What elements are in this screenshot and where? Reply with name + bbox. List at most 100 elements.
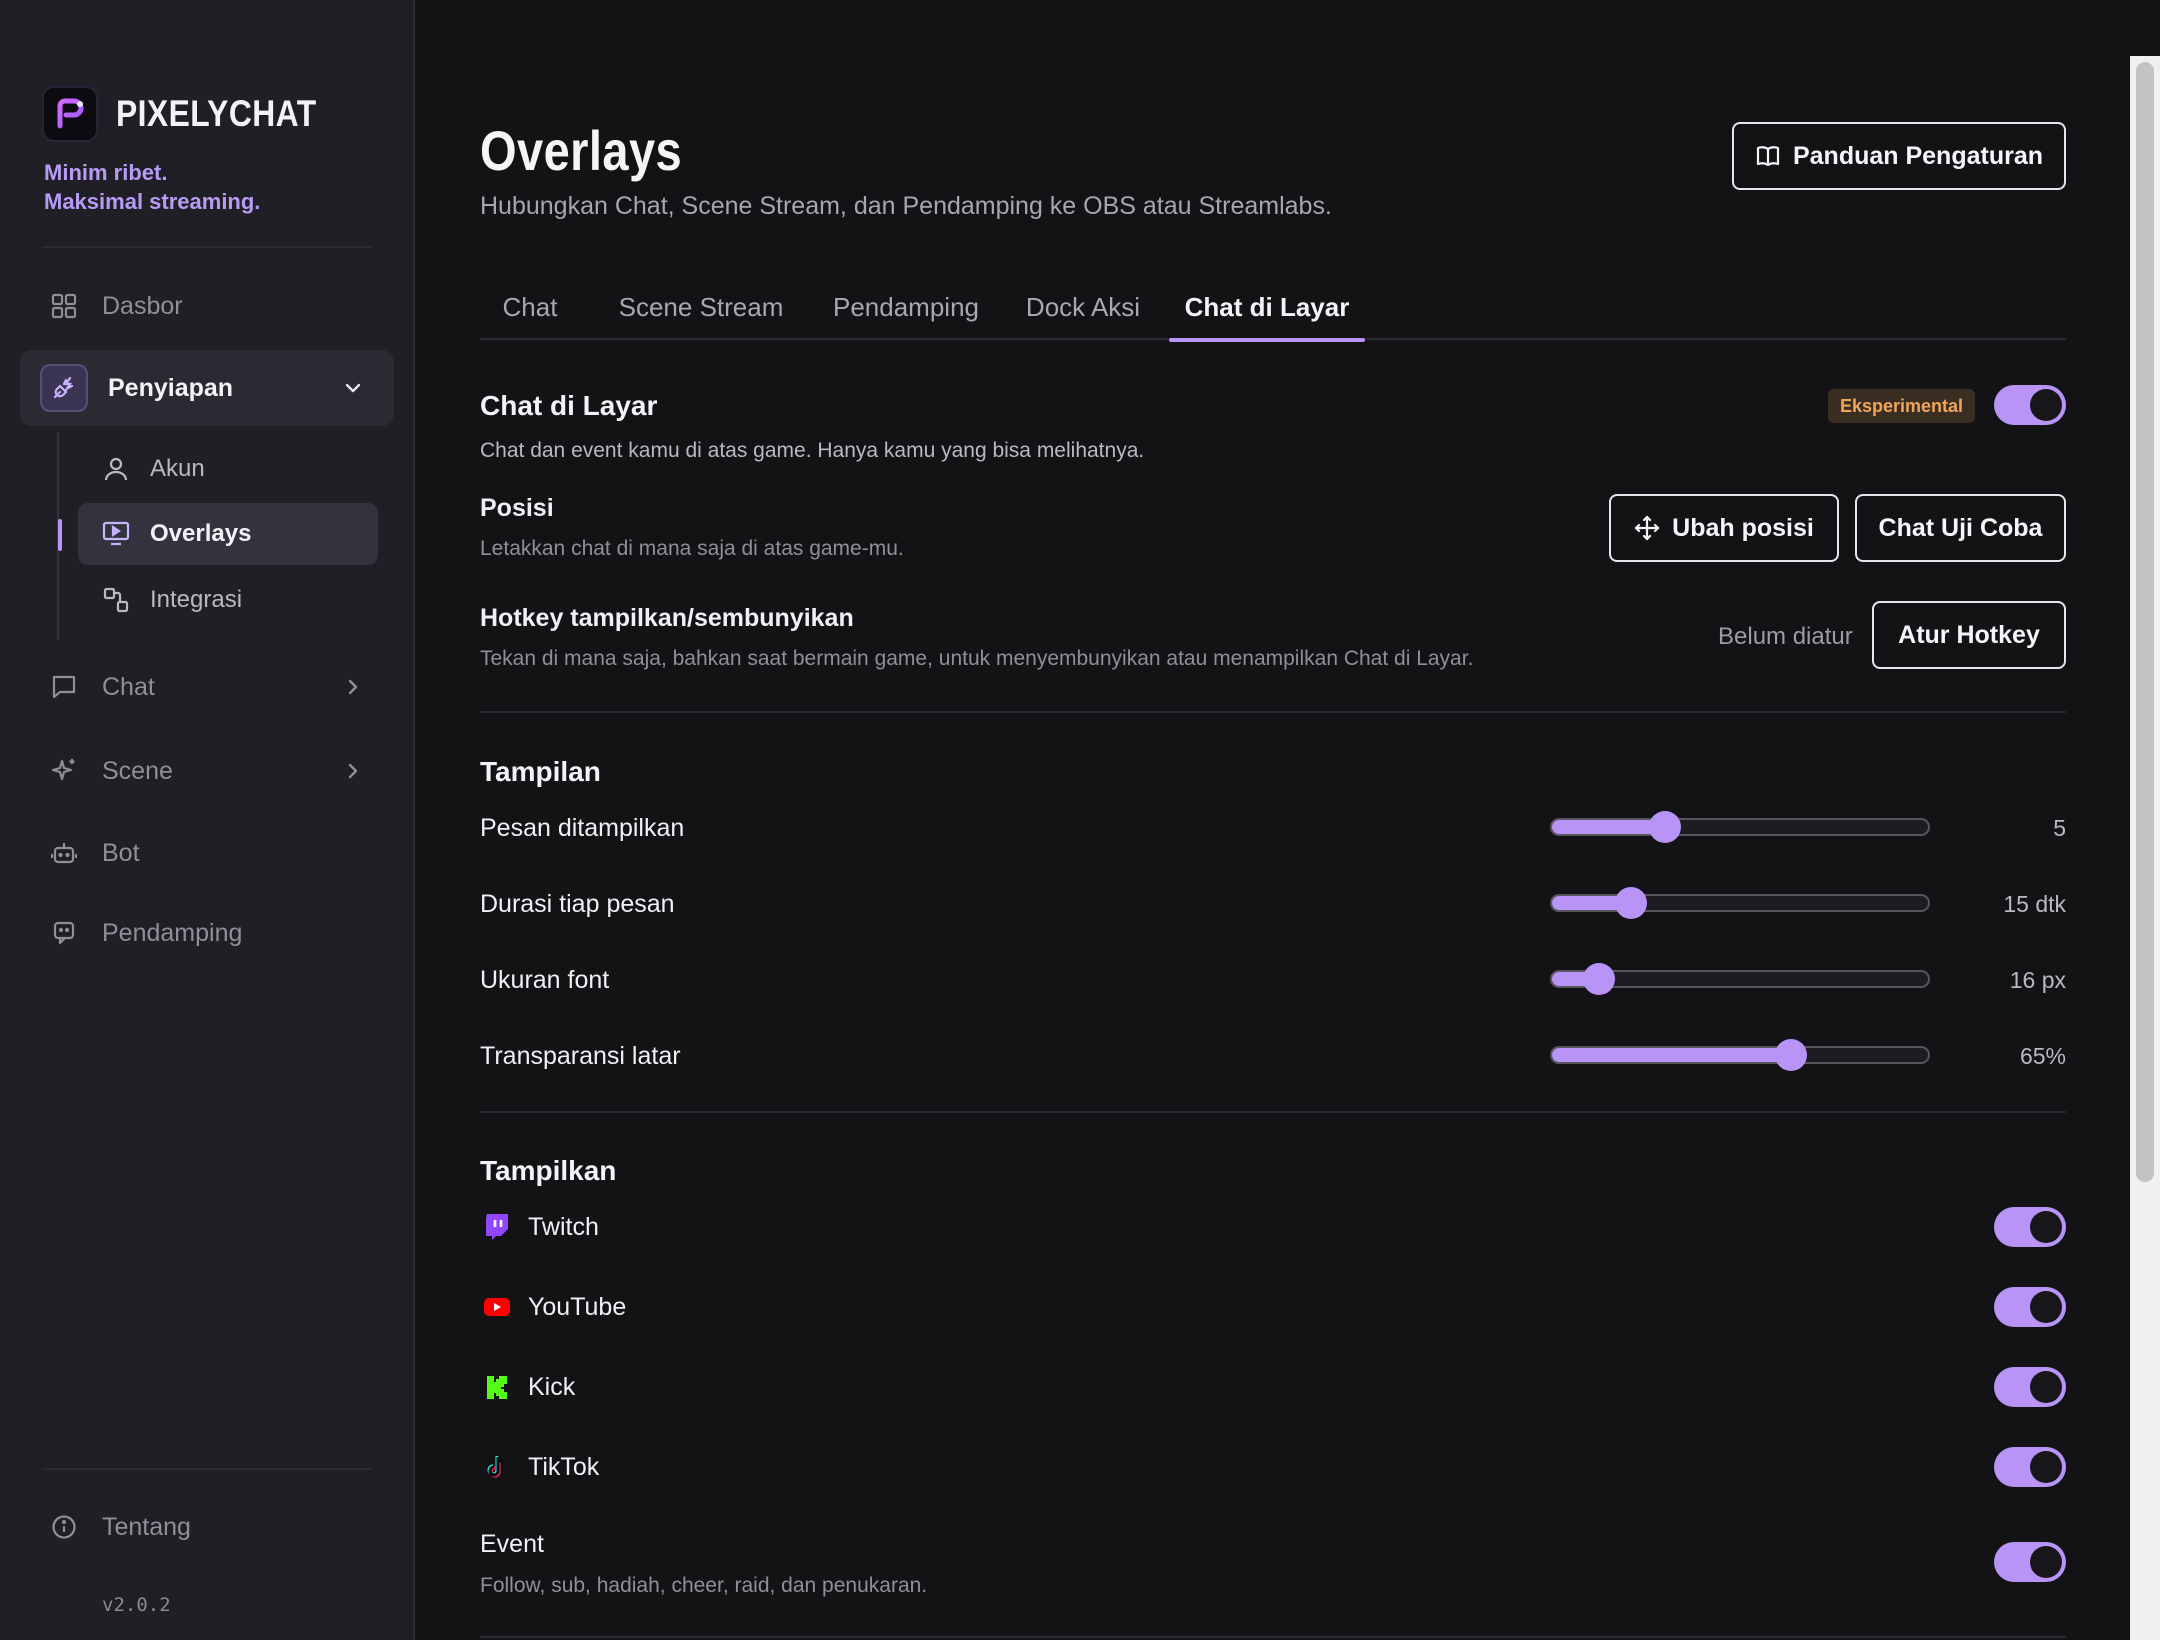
messages-shown-slider[interactable] <box>1550 811 1930 843</box>
sidebar-divider <box>42 246 372 248</box>
event-toggle[interactable] <box>1994 1542 2066 1582</box>
sidebar-subitem-account[interactable]: Akun <box>78 438 378 500</box>
sidebar-item-companion[interactable]: Pendamping <box>20 895 394 971</box>
slider-label: Ukuran font <box>480 966 610 994</box>
sidebar-subitem-overlays[interactable]: Overlays <box>78 503 378 565</box>
set-hotkey-button[interactable]: Atur Hotkey <box>1872 601 2066 669</box>
move-position-button[interactable]: Ubah posisi <box>1609 494 1839 562</box>
tiktok-icon <box>482 1452 512 1482</box>
sidebar-item-label: Dasbor <box>102 291 183 320</box>
tab-chat[interactable]: Chat <box>502 292 558 322</box>
background-transparency-slider[interactable] <box>1550 1039 1930 1071</box>
brand[interactable]: PIXELYCHAT <box>42 86 349 142</box>
section-divider <box>480 711 2066 713</box>
sidebar-item-dashboard[interactable]: Dasbor <box>20 268 394 344</box>
integration-icon <box>100 584 132 616</box>
position-description: Letakkan chat di mana saja di atas game-… <box>480 537 904 560</box>
app-version: v2.0.2 <box>102 1594 171 1616</box>
appearance-title: Tampilan <box>480 756 601 787</box>
platform-label: TikTok <box>528 1453 600 1481</box>
companion-icon <box>46 915 82 951</box>
slider-label: Transparansi latar <box>480 1042 681 1070</box>
sidebar-item-label: Penyiapan <box>108 373 234 402</box>
kick-icon <box>482 1372 512 1402</box>
tiktok-toggle[interactable] <box>1994 1447 2066 1487</box>
sidebar-item-about[interactable]: Tentang <box>20 1489 394 1565</box>
sidebar-item-bot[interactable]: Bot <box>20 815 394 891</box>
slider-fill <box>1552 820 1665 834</box>
app-logo-icon <box>42 86 98 142</box>
sidebar-subitem-integration[interactable]: Integrasi <box>78 569 378 631</box>
monitor-play-icon <box>100 518 132 550</box>
platform-label: Kick <box>528 1373 576 1401</box>
sidebar-subitem-label: Overlays <box>150 520 252 547</box>
user-icon <box>100 453 132 485</box>
platform-label: Twitch <box>528 1213 599 1241</box>
slider-label: Pesan ditampilkan <box>480 814 685 842</box>
screen-chat-description: Chat dan event kamu di atas game. Hanya … <box>480 439 1145 462</box>
move-position-label: Ubah posisi <box>1672 513 1814 542</box>
brand-name: PIXELYCHAT <box>116 93 317 134</box>
page-title: Overlays <box>480 119 683 182</box>
sidebar-item-label: Pendamping <box>102 918 243 947</box>
hotkey-title: Hotkey tampilkan/sembunyikan <box>480 604 854 632</box>
sidebar-item-scene[interactable]: Scene <box>20 733 394 809</box>
twitch-toggle[interactable] <box>1994 1207 2066 1247</box>
show-title: Tampilkan <box>480 1155 617 1186</box>
active-indicator <box>58 519 62 551</box>
tab-screen-chat[interactable]: Chat di Layar <box>1169 284 1365 342</box>
chevron-right-icon <box>342 676 364 698</box>
slider-handle[interactable] <box>1648 811 1681 843</box>
font-size-slider[interactable] <box>1550 963 1930 995</box>
experimental-badge: Eksperimental <box>1828 389 1976 423</box>
test-chat-button[interactable]: Chat Uji Coba <box>1855 494 2066 562</box>
book-icon <box>1755 144 1781 168</box>
scrollbar-thumb[interactable] <box>2136 62 2154 1182</box>
sidebar-item-label: Chat <box>102 672 155 701</box>
tagline-line-2: Maksimal streaming. <box>44 189 261 214</box>
sparkles-icon <box>46 753 82 789</box>
position-title: Posisi <box>480 494 554 522</box>
screen-chat-title: Chat di Layar <box>480 390 658 421</box>
page-subtitle: Hubungkan Chat, Scene Stream, dan Pendam… <box>480 192 1332 220</box>
tagline: Minim ribet. Maksimal streaming. <box>44 158 260 216</box>
sidebar-item-setup[interactable]: Penyiapan <box>20 350 394 426</box>
twitch-icon <box>482 1212 512 1242</box>
youtube-icon <box>482 1292 512 1322</box>
slider-value: 16 px <box>2009 967 2066 993</box>
event-title: Event <box>480 1530 544 1558</box>
slider-value: 5 <box>2053 815 2066 841</box>
tab-scene-stream[interactable]: Scene Stream <box>618 292 784 322</box>
sidebar-subitem-label: Integrasi <box>150 586 243 613</box>
message-duration-slider[interactable] <box>1550 887 1930 919</box>
section-divider <box>480 1111 2066 1113</box>
sidebar: PIXELYCHAT Minim ribet. Maksimal streami… <box>0 0 415 1640</box>
slider-handle[interactable] <box>1774 1039 1807 1071</box>
message-icon <box>46 669 82 705</box>
tab-bar: Chat Scene Stream Pendamping Dock Aksi C… <box>480 284 2066 342</box>
hotkey-status: Belum diatur <box>1718 623 1853 650</box>
slider-value: 15 dtk <box>2003 891 2066 917</box>
sidebar-divider <box>42 1468 372 1470</box>
sidebar-item-label: Scene <box>102 756 173 785</box>
setup-guide-label: Panduan Pengaturan <box>1792 141 2044 170</box>
slider-fill <box>1552 1048 1791 1062</box>
tab-action-dock[interactable]: Dock Aksi <box>1025 292 1141 322</box>
sidebar-item-chat[interactable]: Chat <box>20 649 394 725</box>
screen-chat-toggle[interactable] <box>1994 385 2066 425</box>
sidebar-subitem-label: Akun <box>150 455 205 482</box>
tab-companion[interactable]: Pendamping <box>833 292 979 322</box>
slider-value: 65% <box>2019 1043 2066 1069</box>
kick-toggle[interactable] <box>1994 1367 2066 1407</box>
bot-icon <box>46 835 82 871</box>
grid-icon <box>46 288 82 324</box>
slider-label: Durasi tiap pesan <box>480 890 675 918</box>
setup-guide-button[interactable]: Panduan Pengaturan <box>1732 122 2066 190</box>
info-icon <box>46 1509 82 1545</box>
event-description: Follow, sub, hadiah, cheer, raid, dan pe… <box>480 1574 928 1597</box>
youtube-toggle[interactable] <box>1994 1287 2066 1327</box>
slider-handle[interactable] <box>1583 963 1615 995</box>
chevron-down-icon <box>342 377 364 399</box>
slider-handle[interactable] <box>1614 887 1647 919</box>
platform-label: YouTube <box>528 1293 627 1321</box>
